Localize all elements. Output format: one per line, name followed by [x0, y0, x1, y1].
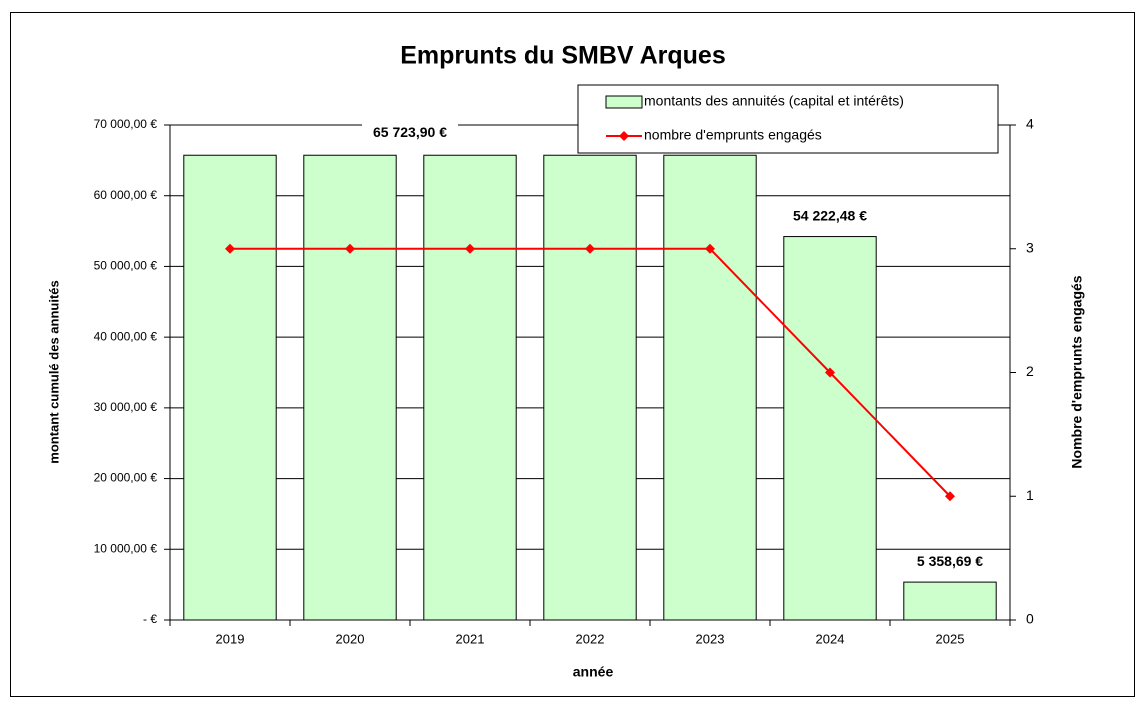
y2-tick-label: 3	[1026, 239, 1034, 255]
bar	[423, 154, 517, 621]
x-axis-label: année	[573, 664, 614, 680]
marker	[825, 367, 835, 378]
bar	[783, 236, 877, 621]
data-label: 54 222,48 €	[793, 207, 867, 223]
data-label: 65 723,90 €	[373, 124, 447, 140]
bar	[903, 581, 997, 621]
chart-title: Emprunts du SMBV Arques	[400, 42, 726, 70]
y-tick-label: 20 000,00 €	[94, 471, 158, 485]
data-label-bg	[902, 552, 998, 573]
legend-swatch	[605, 95, 643, 109]
x-tick-label: 2019	[216, 631, 245, 646]
y2-tick-label: 1	[1026, 487, 1034, 503]
y2-axis-label: Nombre d'emprunts engagés	[1069, 275, 1085, 468]
x-tick-label: 2020	[336, 631, 365, 646]
x-tick-label: 2021	[456, 631, 485, 646]
x-tick-label: 2025	[936, 631, 965, 646]
x-tick-label: 2022	[576, 631, 605, 646]
y-tick-label: 40 000,00 €	[94, 329, 158, 343]
y-tick-label: 70 000,00 €	[94, 117, 158, 131]
y-tick-label: - €	[143, 612, 157, 626]
legend-label: nombre d'emprunts engagés	[644, 127, 822, 143]
marker	[945, 491, 955, 502]
legend-marker	[619, 131, 629, 141]
x-tick-label: 2023	[696, 631, 725, 646]
y2-tick-label: 2	[1026, 363, 1034, 379]
x-tick-label: 2024	[816, 631, 845, 646]
bar	[663, 154, 757, 621]
bar	[183, 154, 277, 621]
y2-tick-label: 0	[1026, 611, 1034, 627]
marker	[585, 243, 595, 254]
marker	[345, 243, 355, 254]
y-axis-label: montant cumulé des annuités	[46, 280, 61, 463]
bar	[543, 154, 637, 621]
marker	[465, 243, 475, 254]
data-label: 5 358,69 €	[917, 553, 983, 569]
legend-label: montants des annuités (capital et intérê…	[644, 93, 904, 109]
y-tick-label: 60 000,00 €	[94, 188, 158, 202]
y-tick-label: 50 000,00 €	[94, 259, 158, 273]
y2-tick-label: 4	[1026, 116, 1034, 132]
legend-box	[577, 84, 999, 154]
data-label-bg	[362, 123, 458, 144]
marker	[705, 243, 715, 254]
data-label-bg	[782, 206, 878, 227]
marker	[225, 243, 235, 254]
y-tick-label: 30 000,00 €	[94, 400, 158, 414]
bar	[303, 154, 397, 621]
y-tick-label: 10 000,00 €	[94, 541, 158, 555]
